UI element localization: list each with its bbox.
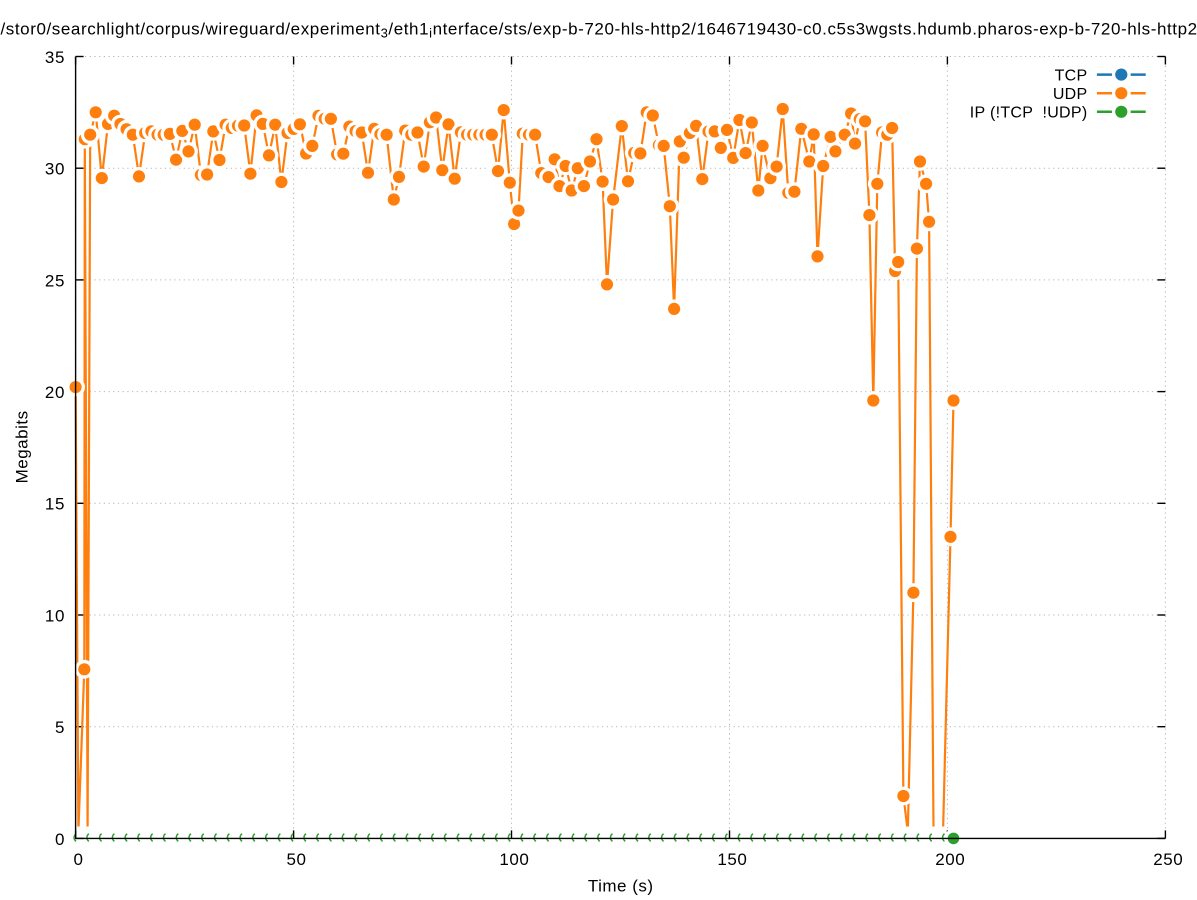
svg-text:Time (s): Time (s) [588,877,654,896]
svg-text:30: 30 [45,160,65,179]
svg-text:250: 250 [1153,850,1183,869]
svg-text:150: 150 [717,850,747,869]
svg-text:5: 5 [55,718,65,737]
svg-text:10: 10 [45,606,65,625]
svg-text:0: 0 [73,850,83,869]
svg-text:/stor0/searchlight/corpus/wire: /stor0/searchlight/corpus/wireguard/expe… [1,20,1197,41]
svg-text:Megabits: Megabits [13,410,32,483]
svg-text:TCP: TCP [1055,67,1088,84]
svg-text:IP (!TCP !UDP): IP (!TCP !UDP) [970,105,1088,122]
svg-text:100: 100 [499,850,529,869]
svg-text:35: 35 [45,48,65,67]
svg-text:50: 50 [286,850,306,869]
svg-text:15: 15 [45,495,65,514]
svg-text:UDP: UDP [1053,86,1088,103]
svg-text:0: 0 [55,830,65,849]
svg-text:25: 25 [45,271,65,290]
svg-text:200: 200 [935,850,965,869]
svg-text:20: 20 [45,383,65,402]
